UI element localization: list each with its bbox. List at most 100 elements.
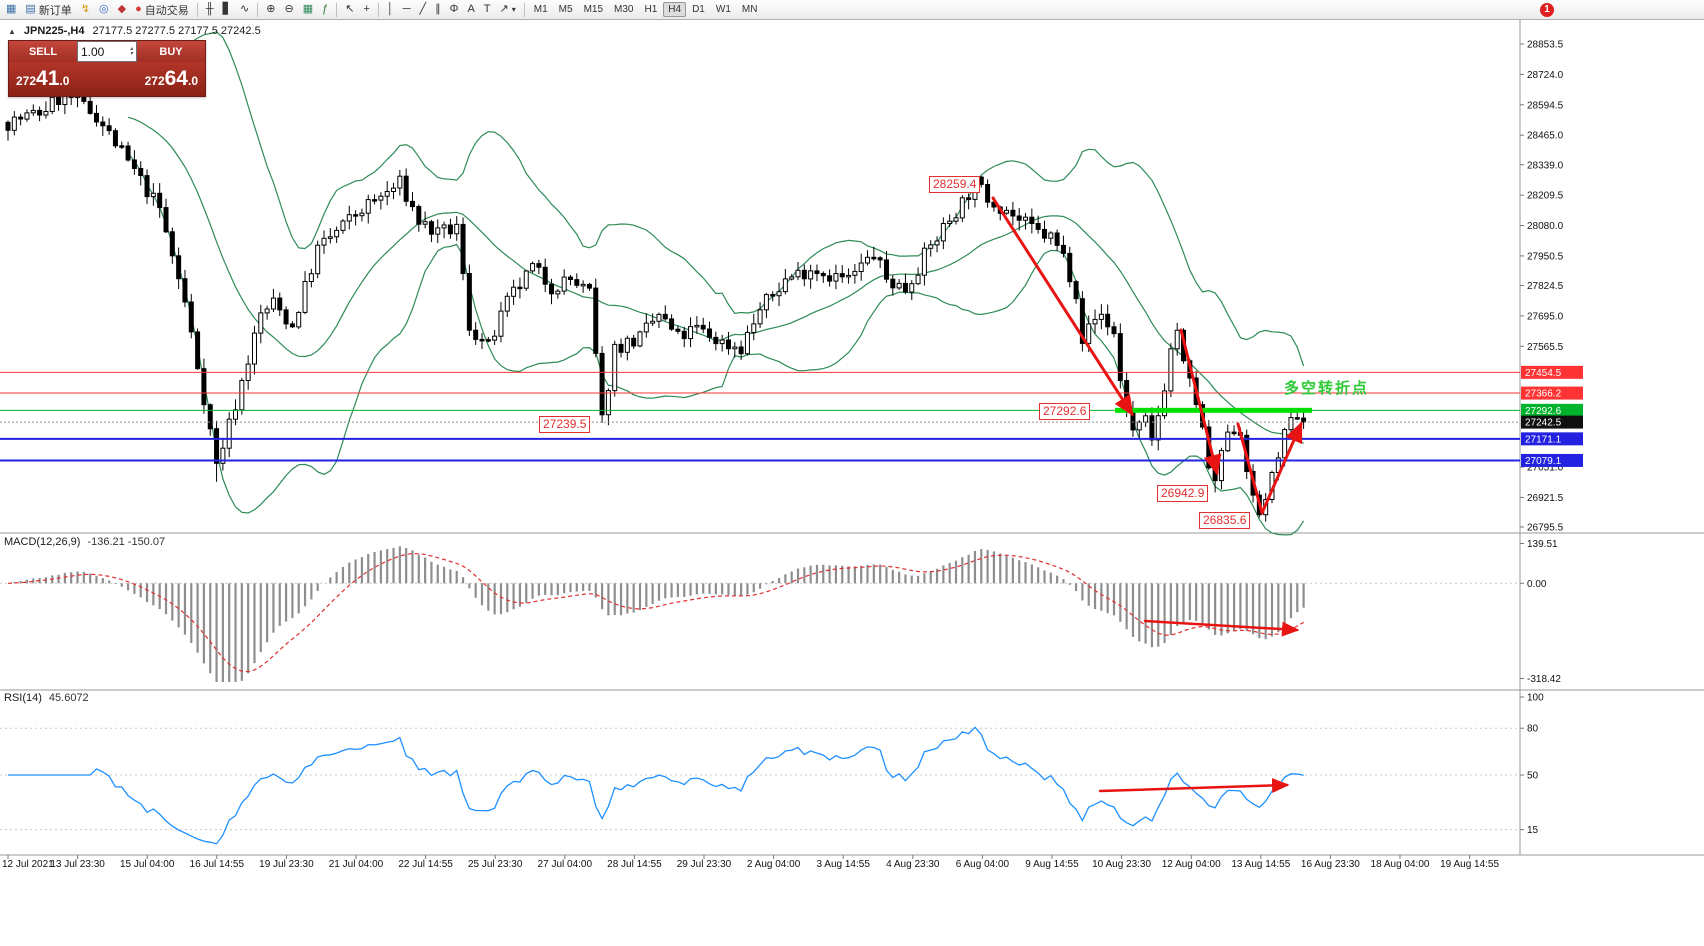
spinner-down-icon[interactable]: ▾ bbox=[129, 50, 133, 57]
drawn-arrow bbox=[991, 196, 1134, 417]
chart-window: 28853.5 28724.0 28594.5 28465.0 28339.0 28209… bbox=[0, 20, 1704, 946]
zoom-out-icon[interactable]: ⊖ bbox=[280, 1, 297, 18]
timeframe-m5[interactable]: M5 bbox=[558, 4, 573, 15]
sell-price-big: 41 bbox=[36, 67, 60, 90]
horizontal-line-icon[interactable]: ─ bbox=[399, 1, 415, 18]
tile-windows-icon-glyph: ▦ bbox=[302, 3, 314, 15]
timeframe-w1[interactable]: W1 bbox=[715, 4, 731, 15]
sell-price-prefix: 272 bbox=[16, 74, 37, 88]
price-annotation: 26835.6 bbox=[1199, 512, 1251, 529]
timeframe-h1[interactable]: H1 bbox=[644, 4, 658, 15]
market-watch-icon[interactable]: ◎ bbox=[95, 1, 113, 18]
symbol-info: ▲ JPN225-,H4 27177.5 27277.5 27177.5 272… bbox=[8, 25, 261, 37]
timeframe-m30[interactable]: M30 bbox=[614, 4, 634, 15]
sell-button[interactable]: SELL bbox=[9, 41, 77, 62]
line-chart-icon-glyph: ∿ bbox=[240, 3, 250, 15]
collapse-panel-icon[interactable]: ▲ bbox=[8, 26, 16, 36]
volume-value[interactable]: 1.00 bbox=[81, 44, 105, 59]
timeframe-m15[interactable]: M15 bbox=[583, 4, 604, 15]
time-tick-label: 15 Jul 04:00 bbox=[120, 859, 175, 870]
timeframe-d1[interactable]: D1 bbox=[692, 4, 705, 15]
bar-chart-icon[interactable]: ╫ bbox=[202, 1, 218, 18]
sell-price-dec: .0 bbox=[59, 74, 70, 88]
time-tick-label: 13 Jul 23:30 bbox=[50, 859, 105, 870]
new-order-button[interactable]: ▤ 新订单 bbox=[21, 1, 75, 18]
price-annotation: 28259.4 bbox=[929, 176, 981, 193]
arrows-icon-glyph: ↗ bbox=[499, 3, 509, 15]
notification-badge[interactable]: 1 bbox=[1540, 2, 1554, 17]
price-tick-label: 27565.5 bbox=[1527, 342, 1564, 353]
price-badge: 27171.1 bbox=[1525, 434, 1562, 445]
support-zone-line[interactable] bbox=[1115, 407, 1312, 413]
price-tick-label: 28080.0 bbox=[1527, 221, 1564, 232]
buy-button[interactable]: BUY bbox=[137, 41, 205, 62]
price-tick-label: 28209.5 bbox=[1527, 191, 1564, 202]
trendline-icon[interactable]: ╱ bbox=[416, 1, 431, 18]
price-tick-label: 28339.0 bbox=[1527, 160, 1564, 171]
rsi-axis-label: 50 bbox=[1527, 771, 1539, 782]
vertical-line-icon[interactable]: │ bbox=[383, 1, 398, 18]
price-axis[interactable]: 28853.5 28724.0 28594.5 28465.0 28339.0 28209… bbox=[1520, 40, 1583, 837]
cursor-icon[interactable]: ↖ bbox=[341, 1, 358, 18]
text-icon[interactable]: A bbox=[463, 1, 478, 18]
drawn-arrow bbox=[1179, 328, 1222, 476]
timeframe-h4[interactable]: H4 bbox=[663, 2, 687, 17]
line-chart-icon[interactable]: ∿ bbox=[236, 1, 253, 18]
channel-icon[interactable]: ∥ bbox=[431, 1, 445, 18]
trend-arrows[interactable] bbox=[991, 196, 1303, 793]
zoom-out-icon-glyph: ⊖ bbox=[284, 3, 294, 15]
chart-area[interactable]: 28853.5 28724.0 28594.5 28465.0 28339.0 28209… bbox=[0, 20, 1704, 946]
timeframe-m1[interactable]: M1 bbox=[533, 4, 548, 15]
tile-windows-icon[interactable]: ▦ bbox=[299, 1, 317, 18]
drawn-arrow bbox=[1260, 421, 1303, 515]
autotrade-button[interactable]: ● 自动交易 bbox=[131, 1, 193, 18]
toolbar-separator bbox=[257, 2, 259, 17]
price-tick-label: 27051.0 bbox=[1527, 463, 1564, 474]
price-tick-label: 26921.5 bbox=[1527, 493, 1564, 504]
fibonacci-icon[interactable]: Φ bbox=[446, 1, 463, 18]
indicators-icon-glyph: ƒ bbox=[322, 3, 329, 15]
macd-name: MACD(12,26,9) bbox=[4, 536, 81, 548]
time-tick-label: 19 Aug 14:55 bbox=[1440, 859, 1499, 870]
new-order-button-glyph: ▤ bbox=[25, 3, 36, 15]
time-tick-label: 13 Aug 14:55 bbox=[1231, 859, 1290, 870]
spinner-up-icon[interactable]: ▴ bbox=[129, 45, 133, 52]
alert-icon[interactable]: ◆ bbox=[114, 1, 130, 18]
label-icon[interactable]: T bbox=[480, 1, 495, 18]
buy-price[interactable]: 27264.0 bbox=[145, 67, 198, 91]
price-badge: 27079.1 bbox=[1525, 456, 1562, 467]
volume-spinner[interactable]: ▴ ▾ bbox=[129, 45, 133, 57]
time-tick-label: 28 Jul 14:55 bbox=[607, 859, 662, 870]
time-tick-label: 9 Aug 14:55 bbox=[1025, 859, 1079, 870]
timeframe-mn[interactable]: MN bbox=[741, 4, 758, 15]
autotrade-button-glyph: ● bbox=[135, 3, 142, 15]
macd-panel bbox=[0, 546, 1520, 682]
vertical-line-icon-glyph: │ bbox=[386, 3, 394, 15]
one-click-trading-panel[interactable]: SELL 1.00 ▴ ▾ BUY 27241.0 27264.0 bbox=[8, 40, 206, 97]
arrows-icon[interactable]: ↗ ▾ bbox=[496, 1, 520, 18]
drawn-arrow bbox=[1098, 777, 1290, 793]
zoom-in-icon[interactable]: ⊕ bbox=[262, 1, 279, 18]
window-icon[interactable]: ▦ bbox=[2, 1, 20, 18]
time-tick-label: 2 Aug 04:00 bbox=[747, 859, 801, 870]
candlestick-icon[interactable]: ▋ bbox=[219, 1, 235, 18]
candlestick-icon-glyph: ▋ bbox=[222, 3, 232, 15]
price-annotation: 27239.5 bbox=[539, 416, 591, 433]
support-line[interactable] bbox=[1115, 407, 1312, 413]
crosshair-icon[interactable]: + bbox=[359, 1, 373, 18]
market-watch-icon-glyph: ◎ bbox=[99, 3, 109, 15]
volume-input[interactable]: 1.00 ▴ ▾ bbox=[77, 41, 137, 62]
price-badge: 27366.2 bbox=[1525, 389, 1562, 400]
dropdown-caret-icon[interactable]: ▾ bbox=[511, 5, 516, 14]
macd-axis-label: 0.00 bbox=[1527, 579, 1547, 590]
rsi-line bbox=[8, 726, 1304, 845]
fibonacci-icon-glyph: Φ bbox=[449, 3, 459, 15]
autotrade-button-label: 自动交易 bbox=[144, 4, 189, 17]
window-icon-glyph: ▦ bbox=[6, 3, 17, 15]
new-order-button-label: 新订单 bbox=[38, 4, 72, 17]
price-tick-label: 28594.5 bbox=[1527, 100, 1564, 111]
lightning-icon[interactable]: ↯ bbox=[77, 1, 94, 18]
indicators-icon[interactable]: ƒ bbox=[318, 1, 332, 18]
sell-price[interactable]: 27241.0 bbox=[16, 67, 69, 91]
